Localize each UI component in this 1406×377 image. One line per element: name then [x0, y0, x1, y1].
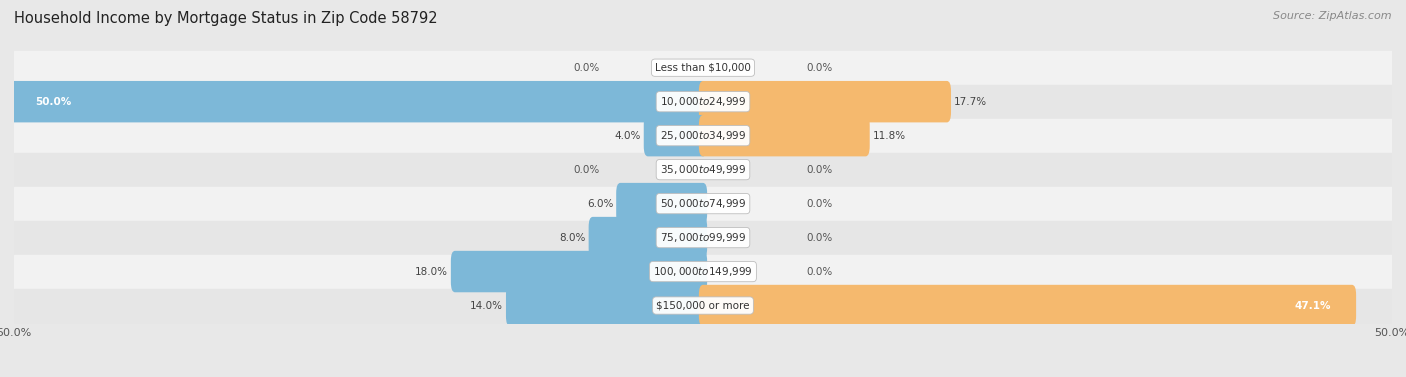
Bar — [14, 187, 1392, 221]
FancyBboxPatch shape — [506, 285, 707, 326]
Text: $50,000 to $74,999: $50,000 to $74,999 — [659, 197, 747, 210]
Text: 0.0%: 0.0% — [807, 267, 832, 277]
Text: $10,000 to $24,999: $10,000 to $24,999 — [659, 95, 747, 108]
Text: $35,000 to $49,999: $35,000 to $49,999 — [659, 163, 747, 176]
Text: $25,000 to $34,999: $25,000 to $34,999 — [659, 129, 747, 142]
Text: Less than $10,000: Less than $10,000 — [655, 63, 751, 73]
Text: 50.0%: 50.0% — [35, 97, 70, 107]
Text: 8.0%: 8.0% — [560, 233, 586, 242]
Text: 0.0%: 0.0% — [807, 199, 832, 208]
Text: Household Income by Mortgage Status in Zip Code 58792: Household Income by Mortgage Status in Z… — [14, 11, 437, 26]
FancyBboxPatch shape — [10, 81, 707, 123]
Bar — [14, 288, 1392, 322]
FancyBboxPatch shape — [451, 251, 707, 292]
Text: 11.8%: 11.8% — [873, 131, 905, 141]
Text: 0.0%: 0.0% — [574, 165, 599, 175]
FancyBboxPatch shape — [616, 183, 707, 224]
Text: 17.7%: 17.7% — [953, 97, 987, 107]
Bar — [14, 254, 1392, 288]
Text: 18.0%: 18.0% — [415, 267, 449, 277]
Text: 4.0%: 4.0% — [614, 131, 641, 141]
Bar — [14, 85, 1392, 119]
Text: 0.0%: 0.0% — [807, 63, 832, 73]
FancyBboxPatch shape — [589, 217, 707, 258]
Text: 0.0%: 0.0% — [574, 63, 599, 73]
FancyBboxPatch shape — [644, 115, 707, 156]
FancyBboxPatch shape — [699, 285, 1357, 326]
Bar — [14, 119, 1392, 153]
Text: 14.0%: 14.0% — [470, 300, 503, 311]
Text: 0.0%: 0.0% — [807, 233, 832, 242]
FancyBboxPatch shape — [699, 81, 950, 123]
Text: $150,000 or more: $150,000 or more — [657, 300, 749, 311]
Text: Source: ZipAtlas.com: Source: ZipAtlas.com — [1274, 11, 1392, 21]
Bar — [14, 153, 1392, 187]
Bar — [14, 221, 1392, 254]
Text: 0.0%: 0.0% — [807, 165, 832, 175]
Text: 6.0%: 6.0% — [588, 199, 613, 208]
Legend: Without Mortgage, With Mortgage: Without Mortgage, With Mortgage — [582, 376, 824, 377]
Text: 47.1%: 47.1% — [1295, 300, 1331, 311]
Text: $100,000 to $149,999: $100,000 to $149,999 — [654, 265, 752, 278]
FancyBboxPatch shape — [699, 115, 870, 156]
Text: $75,000 to $99,999: $75,000 to $99,999 — [659, 231, 747, 244]
Bar — [14, 51, 1392, 85]
